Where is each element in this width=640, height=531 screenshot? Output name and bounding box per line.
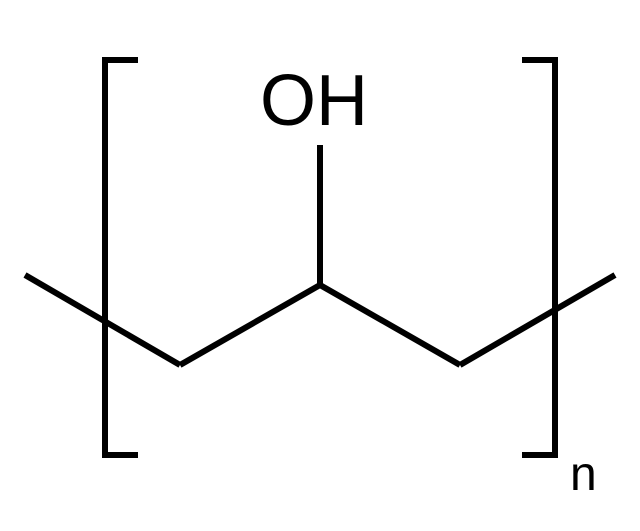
repeat-n-subscript: n bbox=[570, 448, 597, 501]
bond-left-up bbox=[180, 285, 320, 365]
bond-right-tail bbox=[460, 275, 615, 365]
bond-right-down bbox=[320, 285, 460, 365]
oh-label: OH bbox=[260, 61, 368, 141]
structure-diagram: OH n bbox=[0, 0, 640, 531]
